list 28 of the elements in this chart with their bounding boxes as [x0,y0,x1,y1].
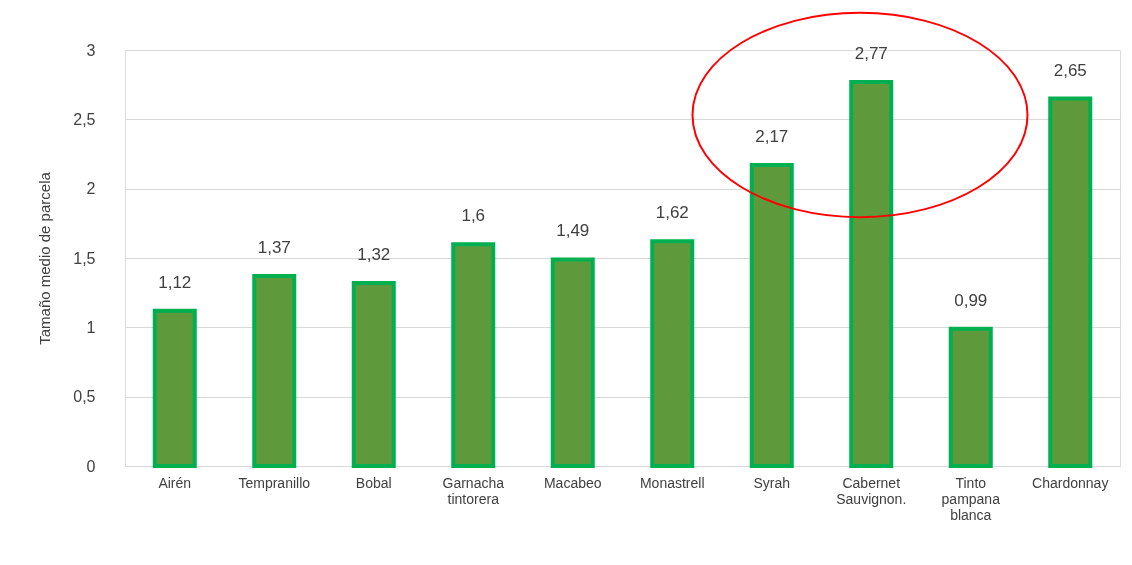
data-label: 2,65 [1053,60,1087,80]
x-tick-label: Tinto pampana blanca [941,474,1001,523]
y-tick-label: 1 [86,318,96,336]
data-label: 1,49 [556,221,590,241]
data-label: 1,62 [655,203,689,223]
data-label: 0,99 [954,290,988,310]
x-tick-label: Garnacha tintorera [442,474,505,507]
data-label: 2,77 [854,43,888,63]
x-tick-label: Syrah [753,474,791,491]
x-tick-label: Airén [158,474,192,491]
y-tick-label: 2,5 [73,110,96,128]
data-label: 1,6 [461,206,486,226]
y-tick-label: 0 [86,457,96,475]
y-tick-label: 0,5 [73,388,96,406]
data-label: 1,32 [357,244,391,264]
x-tick-label: Bobal [355,474,392,491]
x-tick-label: Macabeo [543,474,602,491]
x-tick-label: Chardonnay [1032,474,1109,491]
data-label: 2,17 [755,127,789,147]
y-tick-label: 2 [86,180,96,198]
x-tick-label: Monastrell [639,474,705,491]
y-axis-title: Tamaño medio de parcela [36,171,54,345]
data-label: 1,12 [158,272,192,292]
x-tick-label: Cabernet Sauvignon. [836,474,907,507]
x-tick-label: Tempranillo [238,474,311,491]
y-tick-label: 3 [86,41,96,59]
y-tick-label: 1,5 [73,249,96,267]
data-label: 1,37 [257,238,291,258]
